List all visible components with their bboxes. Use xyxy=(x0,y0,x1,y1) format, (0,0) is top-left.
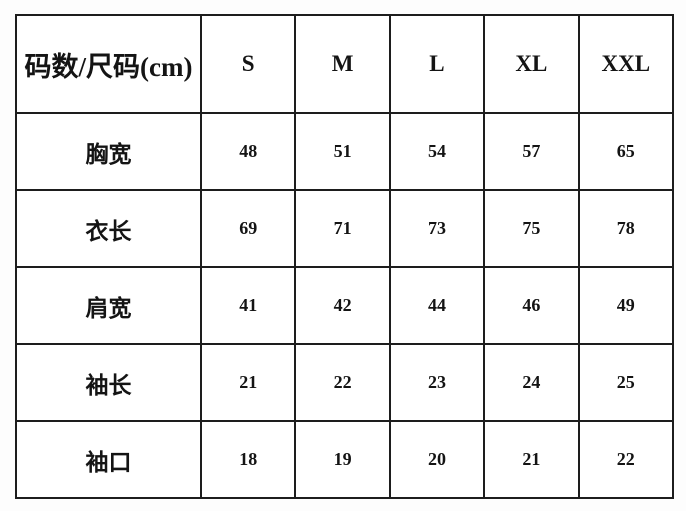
row-label-cuff: 袖口 xyxy=(15,420,202,499)
shoulder-width-xl: 46 xyxy=(483,266,580,345)
cuff-xxl: 22 xyxy=(577,420,674,499)
garment-length-l: 73 xyxy=(388,189,486,268)
shoulder-width-xxl: 49 xyxy=(577,266,674,345)
table-row-shoulder-width: 肩宽 41 42 44 46 49 xyxy=(15,266,674,345)
row-label-chest-width: 胸宽 xyxy=(15,112,202,191)
header-col-xxl: XXL xyxy=(577,14,674,114)
corner-header: 码数/尺码(cm) xyxy=(15,14,202,114)
sleeve-length-m: 22 xyxy=(294,343,391,422)
table-header-row: 码数/尺码(cm) S M L XL XXL xyxy=(15,14,674,114)
row-label-shoulder-width: 肩宽 xyxy=(15,266,202,345)
header-col-m: M xyxy=(294,14,391,114)
sleeve-length-xl: 24 xyxy=(483,343,580,422)
chest-width-m: 51 xyxy=(294,112,391,191)
sleeve-length-xxl: 25 xyxy=(577,343,674,422)
size-chart-table: 码数/尺码(cm) S M L XL XXL 胸宽 48 51 54 57 65… xyxy=(15,14,674,499)
cuff-m: 19 xyxy=(294,420,391,499)
table-row-chest-width: 胸宽 48 51 54 57 65 xyxy=(15,112,674,191)
cuff-l: 20 xyxy=(388,420,486,499)
table-row-sleeve-length: 袖长 21 22 23 24 25 xyxy=(15,343,674,422)
cuff-xl: 21 xyxy=(483,420,580,499)
shoulder-width-s: 41 xyxy=(199,266,297,345)
size-chart-container: 码数/尺码(cm) S M L XL XXL 胸宽 48 51 54 57 65… xyxy=(15,14,674,499)
chest-width-s: 48 xyxy=(199,112,297,191)
header-col-l: L xyxy=(388,14,486,114)
table-row-garment-length: 衣长 69 71 73 75 78 xyxy=(15,189,674,268)
row-label-garment-length: 衣长 xyxy=(15,189,202,268)
chest-width-xxl: 65 xyxy=(577,112,674,191)
garment-length-xxl: 78 xyxy=(577,189,674,268)
garment-length-s: 69 xyxy=(199,189,297,268)
shoulder-width-l: 44 xyxy=(388,266,486,345)
table-row-cuff: 袖口 18 19 20 21 22 xyxy=(15,420,674,499)
chest-width-xl: 57 xyxy=(483,112,580,191)
shoulder-width-m: 42 xyxy=(294,266,391,345)
garment-length-xl: 75 xyxy=(483,189,580,268)
header-col-s: S xyxy=(199,14,297,114)
sleeve-length-s: 21 xyxy=(199,343,297,422)
cuff-s: 18 xyxy=(199,420,297,499)
sleeve-length-l: 23 xyxy=(388,343,486,422)
garment-length-m: 71 xyxy=(294,189,391,268)
header-col-xl: XL xyxy=(483,14,580,114)
chest-width-l: 54 xyxy=(388,112,486,191)
row-label-sleeve-length: 袖长 xyxy=(15,343,202,422)
